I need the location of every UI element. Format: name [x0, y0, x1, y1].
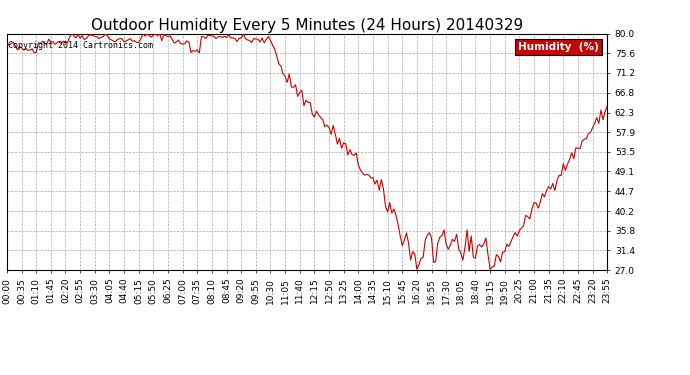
Text: Copyright 2014 Cartronics.com: Copyright 2014 Cartronics.com — [8, 41, 153, 50]
Legend: Humidity  (%): Humidity (%) — [515, 39, 602, 55]
Title: Outdoor Humidity Every 5 Minutes (24 Hours) 20140329: Outdoor Humidity Every 5 Minutes (24 Hou… — [91, 18, 523, 33]
